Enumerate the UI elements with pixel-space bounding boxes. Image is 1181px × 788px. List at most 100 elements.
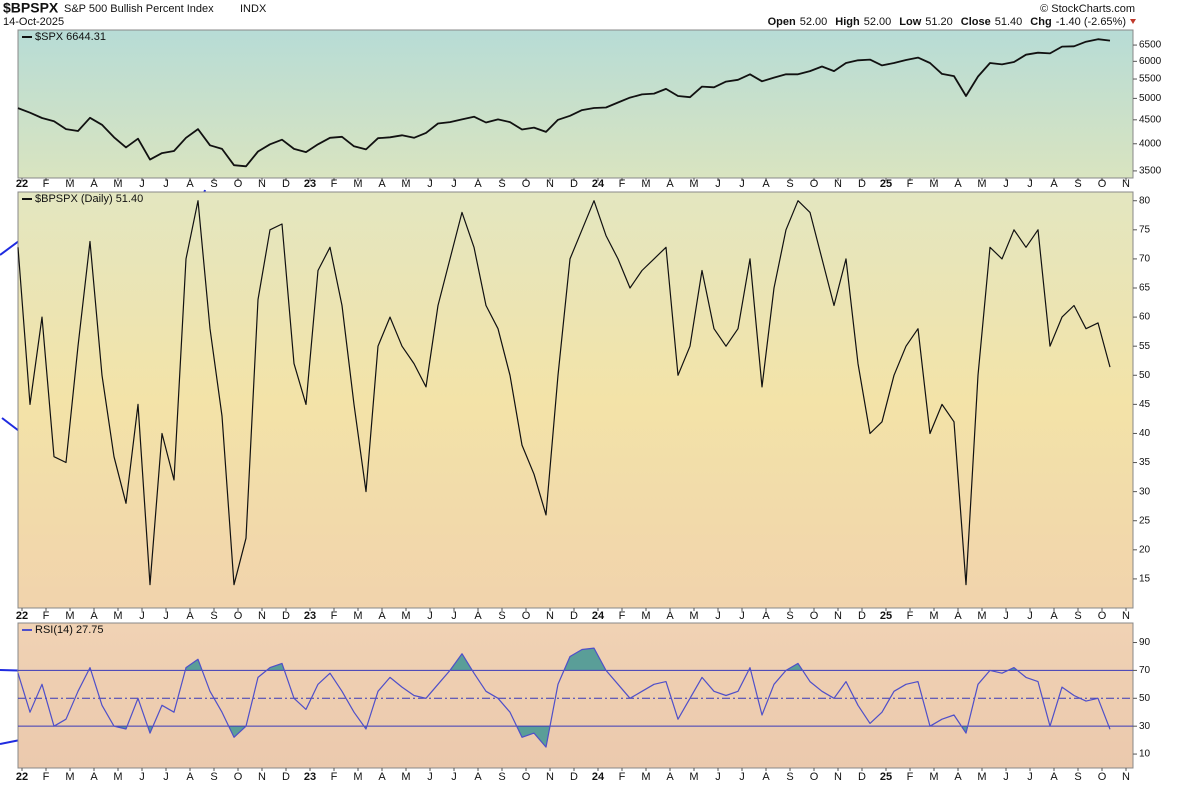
x-tick-label: A [186, 178, 194, 190]
x-tick-label: A [666, 610, 674, 622]
x-tick-label: J [1027, 771, 1033, 783]
x-tick-label: S [786, 771, 793, 783]
x-tick-label: S [498, 771, 505, 783]
index-name: S&P 500 Bullish Percent Index [64, 3, 214, 15]
x-tick-label: M [977, 610, 986, 622]
x-tick-label: O [810, 178, 819, 190]
x-tick-label: J [163, 178, 169, 190]
x-tick-label: A [954, 610, 962, 622]
y-tick-label: 25 [1139, 515, 1151, 526]
y-tick-label: 4000 [1139, 138, 1162, 149]
x-tick-label: N [834, 178, 842, 190]
x-tick-label: O [1098, 610, 1107, 622]
x-tick-label: N [258, 771, 266, 783]
x-tick-label: 24 [592, 771, 605, 783]
x-tick-label: S [786, 178, 793, 190]
x-tick-label: M [401, 771, 410, 783]
x-tick-label: A [378, 178, 386, 190]
x-tick-label: A [474, 771, 482, 783]
x-tick-label: O [1098, 178, 1107, 190]
x-tick-label: J [1003, 771, 1009, 783]
y-tick-label: 4500 [1139, 114, 1162, 125]
y-tick-label: 3500 [1139, 166, 1162, 177]
x-tick-label: O [234, 610, 243, 622]
x-tick-label: F [331, 771, 338, 783]
x-tick-label: J [1027, 610, 1033, 622]
y-tick-label: 80 [1139, 195, 1151, 206]
x-tick-label: D [858, 178, 866, 190]
x-tick-label: D [282, 610, 290, 622]
x-tick-label: D [858, 610, 866, 622]
quote-value: 52.00 [800, 16, 828, 28]
x-tick-label: M [689, 610, 698, 622]
x-tick-label: A [762, 178, 770, 190]
x-tick-label: O [1098, 771, 1107, 783]
quote-label: Low [899, 16, 921, 28]
x-tick-label: J [427, 771, 433, 783]
x-tick-label: M [401, 178, 410, 190]
x-tick-label: J [739, 771, 745, 783]
x-tick-label: A [90, 178, 98, 190]
y-tick-label: 15 [1139, 574, 1151, 585]
x-tick-label: 22 [16, 771, 28, 783]
x-tick-label: D [570, 610, 578, 622]
x-tick-label: A [954, 771, 962, 783]
x-tick-label: M [113, 771, 122, 783]
quote-label: High [835, 16, 860, 28]
x-tick-label: A [474, 610, 482, 622]
exchange: INDX [240, 3, 267, 15]
x-tick-label: J [139, 178, 145, 190]
series-line [17, 38, 1111, 168]
quote-label: Chg [1030, 16, 1051, 28]
x-tick-label: A [666, 178, 674, 190]
quote: -1.40 (-2.65%) Chg 51.40 Close 51.20 Low 52.00… [768, 16, 1126, 28]
down-arrow [1130, 19, 1136, 24]
panel-background [17, 622, 1134, 769]
x-tick-label: J [427, 610, 433, 622]
x-tick-label: O [522, 178, 531, 190]
x-tick-label: J [715, 178, 721, 190]
x-tick-label: N [834, 771, 842, 783]
quote-label: Open [768, 16, 796, 28]
x-tick-label: A [1050, 178, 1058, 190]
quote-label: Close [961, 16, 991, 28]
x-tick-label: A [762, 771, 770, 783]
x-tick-label: M [353, 771, 362, 783]
y-tick-label: 30 [1139, 721, 1151, 732]
x-tick-label: N [546, 610, 554, 622]
x-tick-label: F [619, 771, 626, 783]
x-tick-label: J [739, 178, 745, 190]
y-tick-label: 5500 [1139, 74, 1162, 85]
panel-background [17, 191, 1134, 609]
x-tick-label: N [258, 178, 266, 190]
x-tick-label: N [1122, 771, 1130, 783]
legend-label: RSI(14) 27.75 [35, 624, 103, 636]
x-tick-label: A [1050, 610, 1058, 622]
x-tick-label: D [282, 178, 290, 190]
x-tick-label: N [546, 178, 554, 190]
x-tick-label: A [186, 610, 194, 622]
x-tick-label: 23 [304, 610, 316, 622]
x-tick-label: 23 [304, 178, 316, 190]
x-tick-label: 25 [880, 178, 892, 190]
x-tick-label: 25 [880, 771, 892, 783]
y-tick-label: 10 [1139, 749, 1151, 760]
x-tick-label: J [451, 771, 457, 783]
x-tick-label: O [234, 178, 243, 190]
x-tick-label: S [1074, 610, 1081, 622]
x-tick-label: O [522, 771, 531, 783]
y-tick-label: 50 [1139, 370, 1151, 381]
x-tick-label: A [762, 610, 770, 622]
x-tick-label: J [139, 610, 145, 622]
y-tick-label: 60 [1139, 312, 1151, 323]
x-tick-label: A [378, 771, 386, 783]
credit: © StockCharts.com [1040, 3, 1135, 15]
quote-value: 51.40 [995, 16, 1023, 28]
x-tick-label: J [451, 178, 457, 190]
x-tick-label: J [427, 178, 433, 190]
x-tick-label: J [1003, 178, 1009, 190]
x-tick-label: J [139, 771, 145, 783]
x-tick-label: M [929, 771, 938, 783]
y-tick-label: 20 [1139, 544, 1151, 555]
x-tick-label: A [954, 178, 962, 190]
